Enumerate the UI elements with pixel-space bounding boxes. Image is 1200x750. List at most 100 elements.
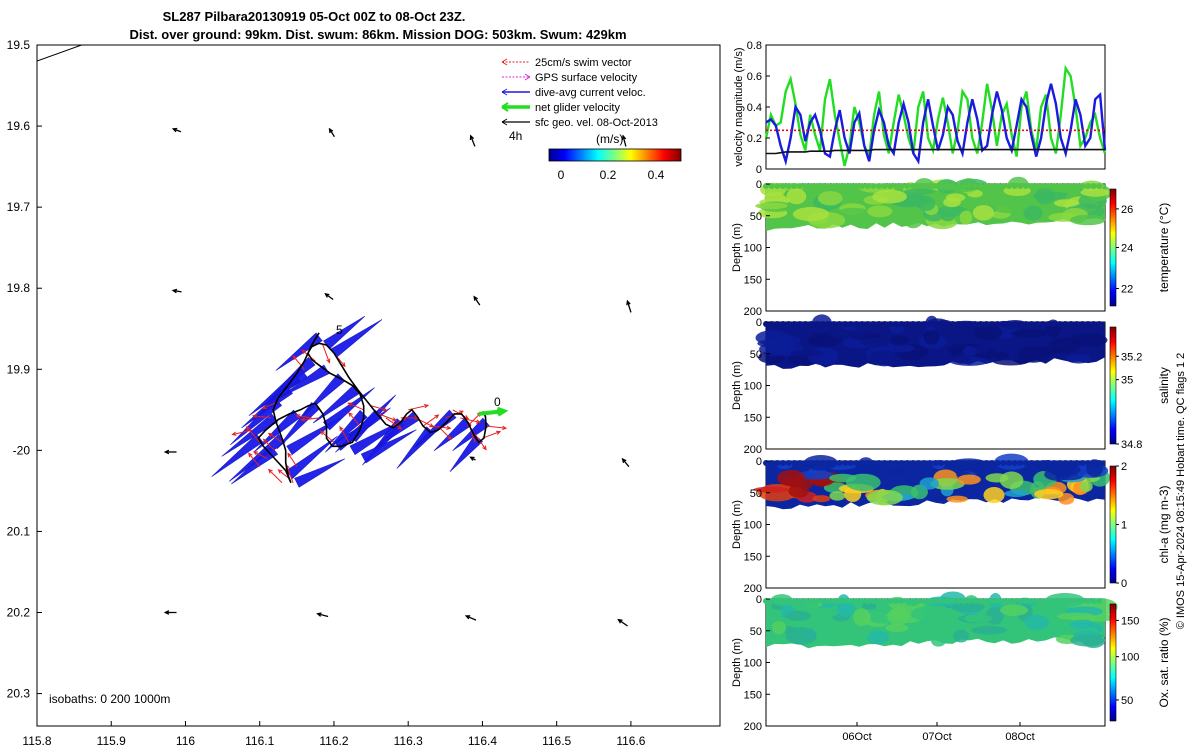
profile-data-cell — [938, 183, 945, 189]
map-xtick-label: 116.5 — [542, 734, 571, 748]
track-start-label: 5 — [336, 323, 343, 337]
profile-data-cell — [930, 478, 965, 490]
profile-data-cell — [830, 460, 837, 466]
oxygen-panel: 0 50 100 150 200 Depth (m) 50 100 150 Ox. sat. ra… — [731, 591, 1171, 743]
legend-entry: net glider velocity — [501, 102, 620, 114]
profile-data-cell — [974, 324, 1003, 341]
profile-data-cell — [993, 203, 1030, 214]
profile-data-cell — [791, 321, 798, 327]
velocity-series-line — [766, 148, 1105, 155]
profile-data-cell — [903, 188, 934, 195]
profile-data-cell — [853, 608, 871, 627]
profile-data-cell — [1051, 183, 1058, 189]
swim-vector — [231, 429, 253, 436]
geo-velocity-vector — [324, 293, 334, 301]
profile-data-cell — [1011, 183, 1018, 189]
profile-ytick-label: 50 — [750, 626, 762, 638]
profile-ytick-label: 100 — [744, 520, 762, 532]
swim-vector — [347, 402, 364, 411]
profile-data-cell — [959, 210, 973, 225]
profile-ytick-label: 100 — [744, 243, 762, 255]
profile-data-cell — [802, 598, 809, 604]
profile-data-cell — [909, 321, 916, 327]
profile-data-cell — [774, 321, 781, 327]
profile-data-cell — [866, 489, 903, 506]
profile-data-cell — [921, 460, 928, 466]
velocity-ytick-label: 0.2 — [747, 133, 762, 145]
profile-data-cell — [1080, 188, 1110, 197]
profile-data-cell — [1090, 183, 1097, 189]
map-legend: 25cm/s swim vector GPS surface velocity … — [501, 57, 682, 182]
profile-data-cell — [1056, 321, 1063, 327]
profile-data-cell — [796, 321, 803, 327]
profile-data-cell — [949, 183, 956, 189]
profile-data-cell — [949, 598, 956, 604]
profile-colorbar — [1109, 603, 1117, 722]
profile-data-cell — [951, 602, 985, 613]
profile-data-cell — [1079, 321, 1086, 327]
profile-ytick-label: 150 — [744, 551, 762, 563]
legend-entry: GPS surface velocity — [502, 72, 638, 84]
profile-data-cell — [955, 321, 962, 327]
profile-data-cell — [774, 460, 781, 466]
profile-data-cell — [941, 212, 955, 222]
map-xtick-label: 115.8 — [22, 734, 51, 748]
profile-data-cell — [1004, 490, 1028, 498]
profile-data-cell — [1005, 183, 1012, 189]
profile-colorbar-tick-label: 0 — [1121, 578, 1127, 590]
profile-data-cell — [932, 183, 939, 189]
profile-data-cell — [1045, 321, 1052, 327]
profile-ytick-label: 100 — [744, 381, 762, 393]
geo-velocity-vector — [469, 456, 476, 461]
legend-label: net glider velocity — [535, 102, 620, 114]
swim-vector — [486, 425, 508, 431]
profile-data-cell — [1005, 598, 1012, 604]
profile-data-cell — [869, 350, 900, 365]
velocity-panel: 0 0.2 0.4 0.6 0.8 velocity magnitude (m/s) — [733, 40, 1107, 176]
profile-data-cell — [1062, 598, 1069, 604]
profile-data-cell — [1056, 460, 1063, 466]
profile-data-cell — [1022, 598, 1029, 604]
profile-data-cell — [1079, 598, 1086, 604]
profile-data-cell — [1017, 183, 1024, 189]
profile-data-cell — [859, 183, 866, 189]
profile-data-cell — [870, 183, 877, 189]
profile-ytick-label: 200 — [744, 444, 762, 456]
profile-data-cell — [847, 183, 854, 189]
profile-data-cell — [1073, 321, 1080, 327]
profile-ytick-label: 200 — [744, 306, 762, 318]
profile-data-cell — [779, 598, 786, 604]
profile-data-cell — [847, 321, 854, 327]
profile-data-cell — [892, 460, 899, 466]
velocity-ylabel: velocity magnitude (m/s) — [733, 47, 745, 166]
track-map: 115.8 115.9 116 116.1 116.2 116.3 116.4 116.5 11… — [7, 38, 721, 748]
profile-data-cell — [813, 321, 820, 327]
profile-data-cell — [842, 183, 849, 189]
profile-colorbar-tick-label: 50 — [1121, 695, 1133, 707]
swim-vector — [408, 404, 430, 411]
profile-data-cell — [876, 460, 882, 466]
profile-ylabel: Depth (m) — [731, 223, 743, 272]
profile-data-cell — [1039, 183, 1046, 189]
profile-data-cell — [1047, 463, 1081, 477]
swim-vector — [348, 411, 361, 427]
profile-data-cell — [825, 460, 832, 466]
swim-vector — [267, 432, 283, 443]
net-velocity-vector — [478, 406, 509, 417]
profile-xtick-label: 06Oct — [842, 731, 871, 743]
profile-data-cell — [955, 598, 962, 604]
map-xtick-label: 116.3 — [394, 734, 423, 748]
profile-data-cell — [859, 460, 866, 466]
profile-data-cell — [802, 460, 809, 466]
profile-data-cell — [876, 598, 882, 604]
profile-colorbar — [1109, 465, 1117, 584]
current-vector — [275, 332, 323, 371]
profile-data-cell — [791, 183, 798, 189]
profile-data-cell — [1090, 460, 1097, 466]
profile-data-cell — [983, 460, 990, 466]
profile-ytick-label: 50 — [750, 211, 762, 223]
legend-label: dive-avg current veloc. — [535, 87, 646, 99]
profile-data-cell — [1011, 329, 1048, 338]
map-ytick-label: 19.5 — [7, 38, 31, 52]
